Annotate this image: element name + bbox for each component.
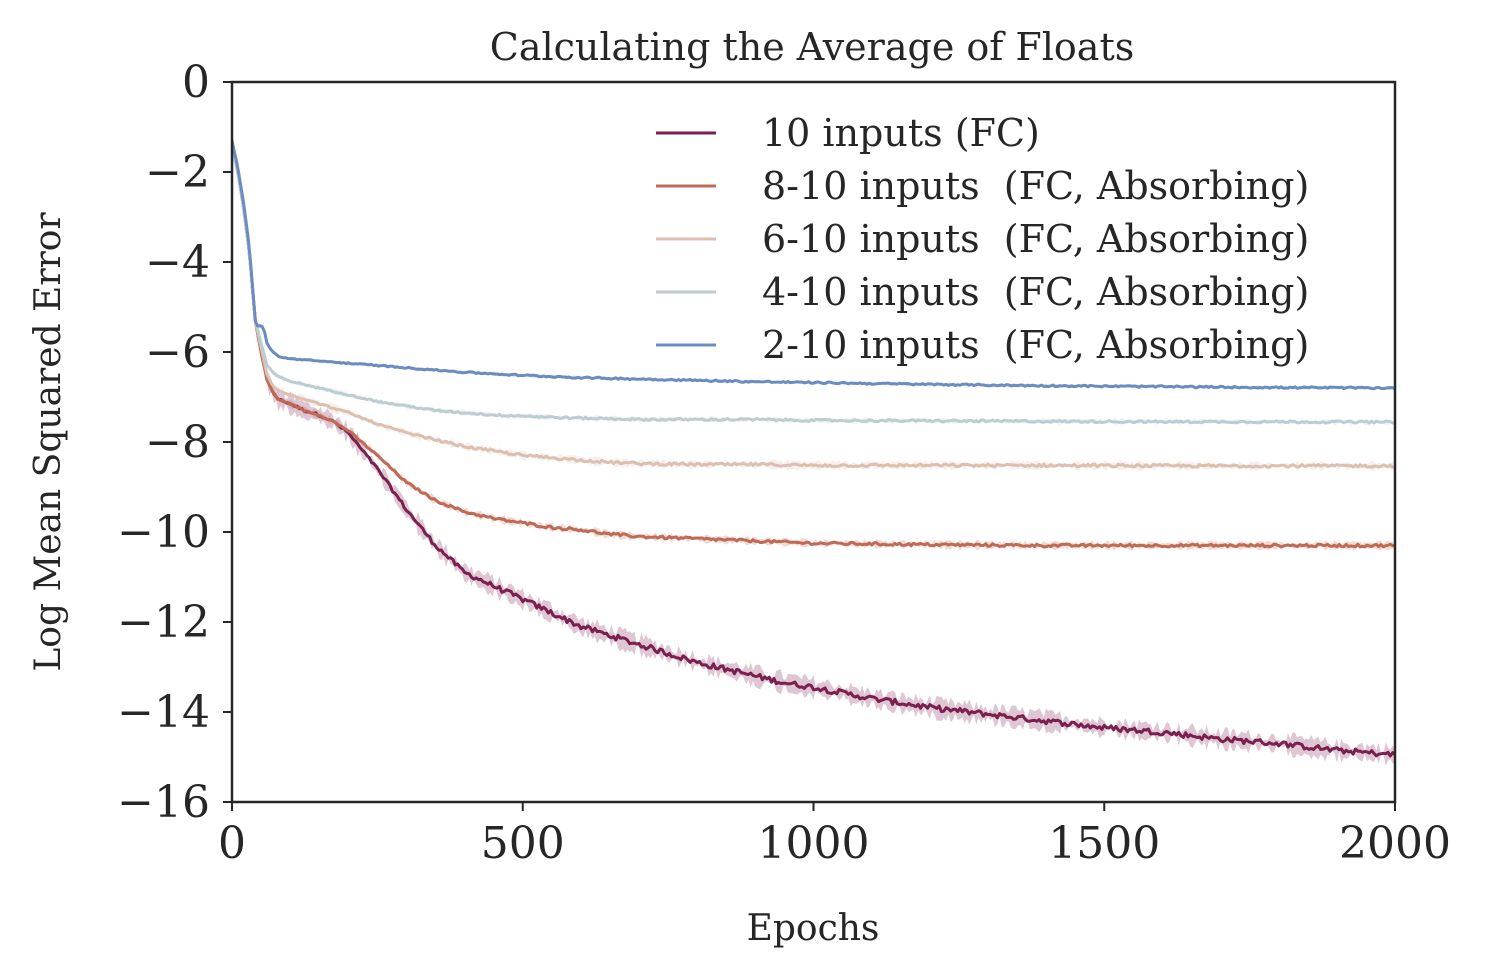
y-tick-label: −16 <box>117 777 210 828</box>
x-tick-label: 2000 <box>1339 818 1451 869</box>
chart-title: Calculating the Average of Floats <box>490 25 1134 69</box>
y-axis-ticks: 0 −2 −4 −6 −8 −10 −12 −14 −16 <box>117 57 232 828</box>
x-axis-ticks: 0 500 1000 1500 2000 <box>218 802 1451 869</box>
y-tick-label: −6 <box>145 327 210 378</box>
confidence-bands <box>232 138 1395 766</box>
y-tick-label: −14 <box>117 687 210 738</box>
y-tick-label: −2 <box>145 147 210 198</box>
y-tick-label: −8 <box>145 417 210 468</box>
legend-label-6-10: 6-10 inputs (FC, Absorbing) <box>762 217 1309 261</box>
legend: 10 inputs (FC) 8-10 inputs (FC, Absorbing… <box>656 111 1309 367</box>
series-line-6-10 <box>232 144 1395 469</box>
y-tick-label: 0 <box>182 57 210 108</box>
band-10 <box>232 142 1395 766</box>
x-tick-label: 0 <box>218 818 246 869</box>
y-tick-label: −4 <box>145 237 210 288</box>
legend-label-8-10: 8-10 inputs (FC, Absorbing) <box>762 164 1309 208</box>
x-tick-label: 1000 <box>758 818 870 869</box>
series-line-4-10 <box>232 144 1395 425</box>
legend-label-10: 10 inputs (FC) <box>762 111 1040 155</box>
x-tick-label: 500 <box>481 818 565 869</box>
legend-label-2-10: 2-10 inputs (FC, Absorbing) <box>762 323 1309 367</box>
x-axis-label: Epochs <box>747 908 880 949</box>
series-line-10 <box>232 144 1395 758</box>
y-tick-label: −12 <box>117 597 210 648</box>
series-line-8-10 <box>232 144 1395 549</box>
series-line-2-10 <box>232 140 1395 391</box>
y-tick-label: −10 <box>117 507 210 558</box>
series-lines <box>232 140 1395 758</box>
y-axis-label: Log Mean Squared Error <box>28 212 69 672</box>
band-2-10 <box>232 138 1395 390</box>
x-tick-label: 1500 <box>1048 818 1160 869</box>
legend-label-4-10: 4-10 inputs (FC, Absorbing) <box>762 270 1309 314</box>
